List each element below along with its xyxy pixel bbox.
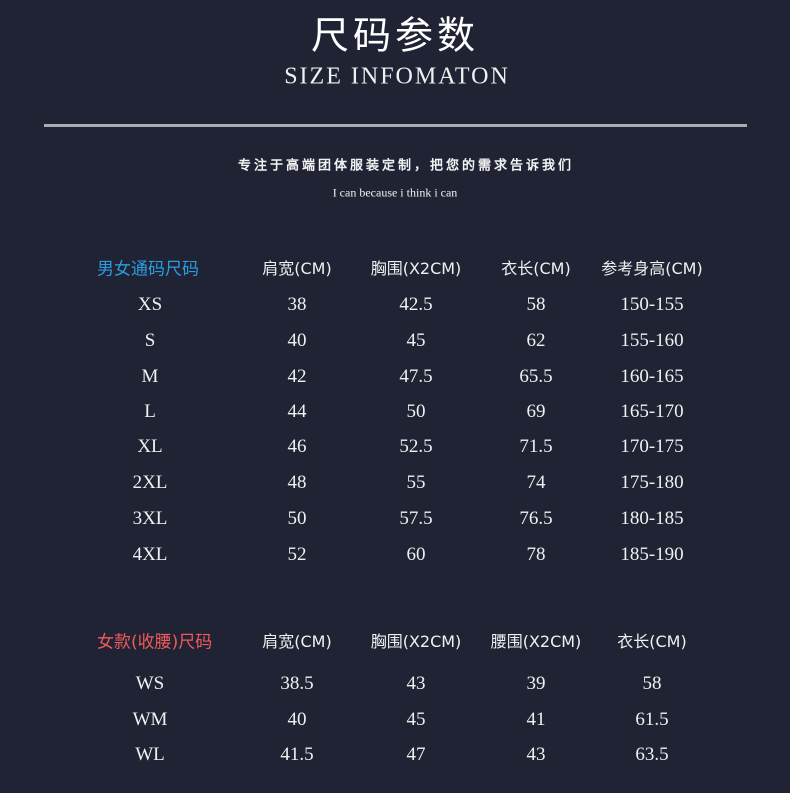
size-name-cell: L	[144, 401, 156, 422]
table-cell: 47	[406, 744, 426, 765]
table-cell: 40	[287, 709, 307, 730]
table-cell: 69	[526, 401, 546, 422]
table-cell: 40	[287, 330, 307, 351]
table-cell: 42.5	[399, 294, 433, 315]
size-name-cell: S	[144, 330, 156, 351]
table-cell: 43	[406, 673, 426, 694]
column-header: 衣长(CM)	[501, 259, 571, 278]
size-name-cell: 4XL	[132, 544, 168, 565]
divider	[44, 124, 747, 127]
table-cell: 71.5	[519, 436, 553, 457]
table-cell: 38	[287, 294, 307, 315]
table-cell: 50	[406, 401, 426, 422]
table-cell: 165-170	[620, 401, 684, 422]
table-cell: 52.5	[399, 436, 433, 457]
women-table-label: 女款(收腰)尺码	[97, 632, 213, 653]
size-name-cell: M	[141, 366, 159, 387]
column-header: 胸围(X2CM)	[370, 632, 462, 651]
table-cell: 41.5	[280, 744, 314, 765]
table-cell: 43	[526, 744, 546, 765]
table-cell: 50	[287, 508, 307, 529]
table-cell: 58	[526, 294, 546, 315]
size-name-cell: XS	[137, 294, 163, 315]
table-cell: 45	[406, 709, 426, 730]
table-cell: 170-175	[620, 436, 684, 457]
size-name-cell: WS	[135, 673, 165, 694]
table-cell: 57.5	[399, 508, 433, 529]
motto: I can because i think i can	[332, 185, 458, 200]
column-header: 腰围(X2CM)	[490, 632, 582, 651]
table-cell: 48	[287, 472, 307, 493]
table-cell: 55	[406, 472, 426, 493]
size-name-cell: XL	[137, 436, 163, 457]
column-header: 肩宽(CM)	[262, 259, 332, 278]
table-cell: 44	[287, 401, 307, 422]
table-cell: 65.5	[519, 366, 553, 387]
table-cell: 62	[526, 330, 546, 351]
table-cell: 155-160	[620, 330, 684, 351]
page-subtitle: SIZE INFOMATON	[284, 63, 510, 90]
table-cell: 180-185	[620, 508, 684, 529]
table-cell: 45	[406, 330, 426, 351]
table-cell: 78	[526, 544, 546, 565]
page-title: 尺码参数	[310, 13, 480, 58]
table-cell: 63.5	[635, 744, 669, 765]
slogan: 专注于高端团体服装定制，把您的需求告诉我们	[237, 158, 575, 174]
table-cell: 52	[287, 544, 307, 565]
table-cell: 76.5	[519, 508, 553, 529]
table-cell: 160-165	[620, 366, 684, 387]
table-cell: 47.5	[399, 366, 433, 387]
size-name-cell: 2XL	[132, 472, 168, 493]
table-cell: 74	[526, 472, 546, 493]
column-header: 肩宽(CM)	[262, 632, 332, 651]
table-cell: 42	[287, 366, 307, 387]
table-cell: 150-155	[620, 294, 684, 315]
table-cell: 185-190	[620, 544, 684, 565]
table-cell: 175-180	[620, 472, 684, 493]
table-cell: 60	[406, 544, 426, 565]
table-cell: 46	[287, 436, 307, 457]
column-header: 衣长(CM)	[617, 632, 687, 651]
unisex-table-label: 男女通码尺码	[97, 259, 199, 280]
size-name-cell: 3XL	[132, 508, 168, 529]
table-cell: 38.5	[280, 673, 314, 694]
size-name-cell: WM	[132, 709, 168, 730]
table-cell: 39	[526, 673, 546, 694]
table-cell: 61.5	[635, 709, 669, 730]
table-cell: 58	[642, 673, 662, 694]
column-header: 参考身高(CM)	[601, 259, 703, 278]
table-cell: 41	[526, 709, 546, 730]
column-header: 胸围(X2CM)	[370, 259, 462, 278]
size-name-cell: WL	[135, 744, 165, 765]
